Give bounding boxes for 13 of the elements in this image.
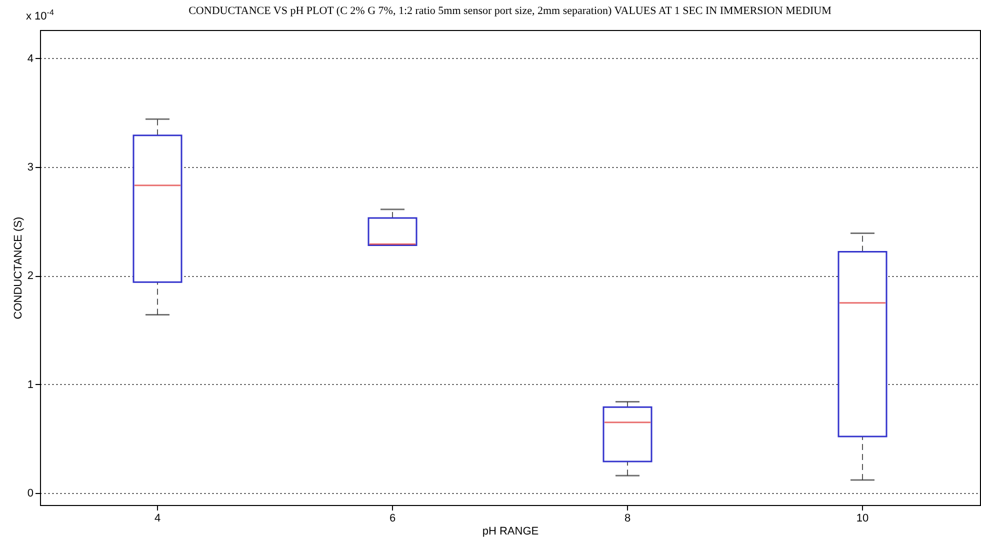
y-tick-label: 0 — [27, 488, 34, 500]
x-tick-label: 10 — [856, 512, 869, 524]
text: x 10$^{-4}$ — [26, 8, 54, 23]
x-tick-label: 8 — [624, 512, 631, 524]
x-axis-title: pH RANGE — [482, 526, 539, 538]
y-tick-label: 3 — [27, 161, 34, 174]
y-tick-label: 2 — [27, 270, 34, 282]
y-tick-label: 1 — [27, 378, 34, 391]
y-axis-title: CONDUCTANCE (S) — [12, 216, 24, 320]
chart-title: CONDUCTANCE VS pH PLOT (C 2% G 7%, 1:2 ratio 5mm sensor port size, 2mm separation) VALUES AT 1 SEC IN IMMERSION MEDIUM — [188, 5, 832, 17]
x-tick-label: 6 — [389, 512, 396, 524]
y-tick-label: 4 — [27, 52, 34, 65]
x-tick-label: 4 — [154, 512, 161, 524]
